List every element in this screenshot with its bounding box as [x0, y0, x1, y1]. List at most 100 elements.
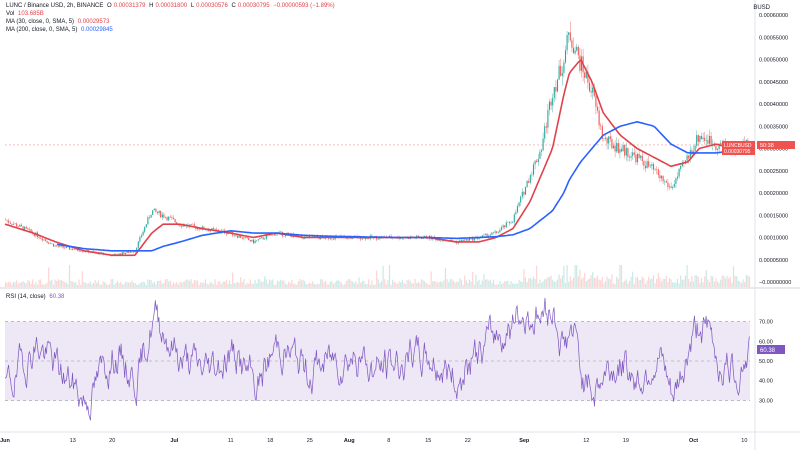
volume-bar [465, 280, 467, 287]
volume-bar [187, 279, 189, 287]
symbol-title[interactable]: LUNC / Binance USD, 2h, BINANCE [6, 3, 104, 9]
volume-bar [70, 281, 72, 287]
volume-bar [644, 283, 647, 287]
volume-bar [174, 283, 176, 287]
candle [632, 148, 634, 160]
volume-bar [6, 282, 8, 287]
volume-bar [144, 282, 146, 287]
volume-bar [659, 277, 661, 287]
candle [600, 122, 602, 130]
volume-bar [155, 284, 157, 287]
volume-bar [190, 279, 192, 287]
volume-bar [425, 282, 427, 287]
time-tick-label: 19 [623, 438, 629, 444]
candle [494, 229, 496, 235]
volume-bar [158, 280, 160, 287]
volume-bar [556, 279, 559, 287]
volume-bar [72, 281, 74, 287]
symbol-legend[interactable]: LUNC / Binance USD, 2h, BINANCE O 0.00031… [6, 2, 337, 10]
ma30-legend[interactable]: MA (30, close, 0, SMA, 5) 0.00029573 [6, 18, 111, 26]
volume-bar [443, 280, 445, 287]
candle [537, 154, 539, 167]
volume-bar [688, 279, 690, 287]
volume-bar [547, 277, 549, 287]
volume-bar [470, 281, 472, 287]
candle [166, 216, 168, 222]
volume-bar [718, 282, 720, 287]
rsi-label[interactable]: RSI (14, close) [6, 294, 46, 300]
volume-bar [476, 281, 479, 287]
candle [244, 237, 247, 239]
price-tick-label: 0.00060000 [759, 13, 788, 19]
candle [635, 150, 637, 165]
candle [492, 231, 495, 235]
volume-bar [214, 279, 216, 287]
price-pane[interactable] [0, 0, 755, 288]
low-label: L [190, 3, 195, 9]
candle [619, 143, 621, 159]
candle [28, 227, 31, 232]
volume-bar [260, 282, 263, 287]
candle [542, 132, 544, 152]
volume-bar [244, 284, 247, 287]
candle [672, 185, 674, 191]
volume-bar [132, 282, 135, 287]
ma200-legend[interactable]: MA (200, close, 0, SMA, 5) 0.00029845 [6, 26, 115, 34]
candle [100, 251, 103, 253]
candle [539, 149, 541, 160]
candle [528, 178, 530, 184]
candle [80, 250, 82, 252]
volume-bar [566, 265, 568, 287]
volume-bar [563, 266, 565, 287]
candle [603, 137, 605, 142]
volume-bar [609, 279, 611, 287]
volume-bar [464, 275, 466, 287]
rsi-legend[interactable]: RSI (14, close) 60.38 [6, 293, 66, 301]
candle [147, 215, 149, 225]
volume-bar [542, 281, 544, 287]
volume-bar [57, 279, 59, 287]
volume-legend[interactable]: Vol 103.685B [6, 10, 46, 18]
volume-bar [560, 278, 562, 287]
volume-bar [748, 276, 751, 287]
volume-label[interactable]: Vol [6, 11, 15, 17]
time-tick-label: 10 [741, 438, 747, 444]
volume-bar [291, 280, 293, 287]
price-tick-label: 0.00005000 [759, 258, 788, 264]
candle [25, 225, 27, 230]
candle [140, 233, 143, 239]
ma200-label[interactable]: MA (200, close, 0, SMA, 5) [6, 27, 78, 33]
volume-bar [523, 269, 525, 287]
candle [584, 70, 586, 84]
candle [52, 243, 55, 247]
volume-bar [332, 283, 335, 287]
volume-bar [528, 278, 530, 287]
time-tick-label: Jun [0, 438, 10, 444]
volume-bar [326, 284, 328, 287]
candle [574, 46, 576, 56]
candle [56, 244, 58, 247]
volume-bar [126, 282, 128, 287]
candle [675, 177, 677, 188]
volume-bar [92, 282, 95, 287]
ma30-label[interactable]: MA (30, close, 0, SMA, 5) [6, 19, 75, 25]
volume-bar [219, 281, 221, 287]
volume-bar [275, 284, 277, 287]
volume-bar [188, 280, 191, 287]
candle [702, 132, 704, 142]
candle [262, 236, 264, 241]
volume-bar [297, 281, 299, 287]
candle [668, 183, 671, 190]
volume-bar [230, 283, 232, 287]
volume-bar [656, 279, 658, 287]
volume-bar [169, 280, 171, 287]
volume-bar [592, 272, 594, 287]
volume-bar [580, 279, 583, 287]
volume-bar [32, 279, 34, 287]
rsi-value-tag: 60.38 [757, 345, 785, 354]
volume-bar [392, 279, 394, 287]
candle [630, 151, 632, 162]
candle [491, 231, 493, 235]
volume-bar [603, 283, 605, 287]
